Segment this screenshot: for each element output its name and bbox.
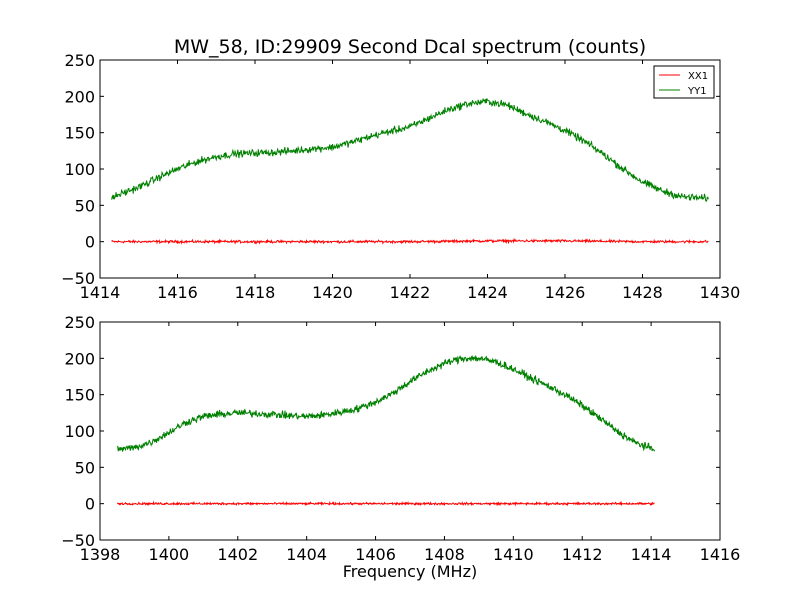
x-tick-label: 1406 <box>355 545 396 564</box>
legend-label-xx1: XX1 <box>688 71 708 82</box>
series-line-red <box>116 500 655 507</box>
y-tick-label: 50 <box>75 196 95 215</box>
x-axis-label: Frequency (MHz) <box>343 562 477 581</box>
x-tick-label: 1420 <box>312 283 353 302</box>
x-tick-label: 1422 <box>390 283 431 302</box>
y-tick-label: 250 <box>64 313 95 332</box>
x-tick-label: 1414 <box>80 283 121 302</box>
x-tick-label: 1416 <box>700 545 741 564</box>
y-tick-label: 0 <box>85 495 95 514</box>
x-tick-label: 1410 <box>493 545 534 564</box>
axes-frame <box>99 59 721 279</box>
y-tick-label: 0 <box>85 233 95 252</box>
legend-label-yy1: YY1 <box>687 86 707 97</box>
y-tick-label: 200 <box>64 87 95 106</box>
y-tick-label: 100 <box>64 160 95 179</box>
y-tick-label: 100 <box>64 422 95 441</box>
y-tick-label: 50 <box>75 458 95 477</box>
axes-frame <box>99 321 721 541</box>
x-tick-label: 1416 <box>157 283 198 302</box>
x-tick-label: 1408 <box>424 545 465 564</box>
x-tick-label: 1414 <box>631 545 672 564</box>
y-tick-label: −50 <box>61 269 95 288</box>
y-tick-label: −50 <box>61 531 95 550</box>
series-line-yy1 <box>111 98 709 202</box>
x-tick-label: 1398 <box>80 545 121 564</box>
x-tick-label: 1430 <box>700 283 741 302</box>
y-tick-label: 200 <box>64 349 95 368</box>
series-line-green <box>116 354 656 452</box>
x-tick-label: 1412 <box>562 545 603 564</box>
x-tick-label: 1428 <box>622 283 663 302</box>
axes-panel-1: 1414 1416 1418 1420 1422 1424 1426 1428 1430 −50 0… <box>61 51 740 302</box>
series-line-xx1 <box>111 237 709 245</box>
x-tick-label: 1404 <box>286 545 327 564</box>
legend-box <box>653 65 715 99</box>
x-tick-label: 1424 <box>467 283 508 302</box>
x-tick-label: 1402 <box>217 545 258 564</box>
x-tick-label: 1400 <box>149 545 190 564</box>
x-tick-label: 1418 <box>235 283 276 302</box>
chart-title: MW_58, ID:29909 Second Dcal spectrum (co… <box>174 36 646 58</box>
x-tick-label: 1426 <box>545 283 586 302</box>
y-tick-label: 150 <box>64 124 95 143</box>
axes-panel-2: 1398 1400 1402 1404 1406 1408 1410 1412 1414 1416… <box>61 313 740 564</box>
y-tick-label: 250 <box>64 51 95 70</box>
y-tick-label: 150 <box>64 386 95 405</box>
